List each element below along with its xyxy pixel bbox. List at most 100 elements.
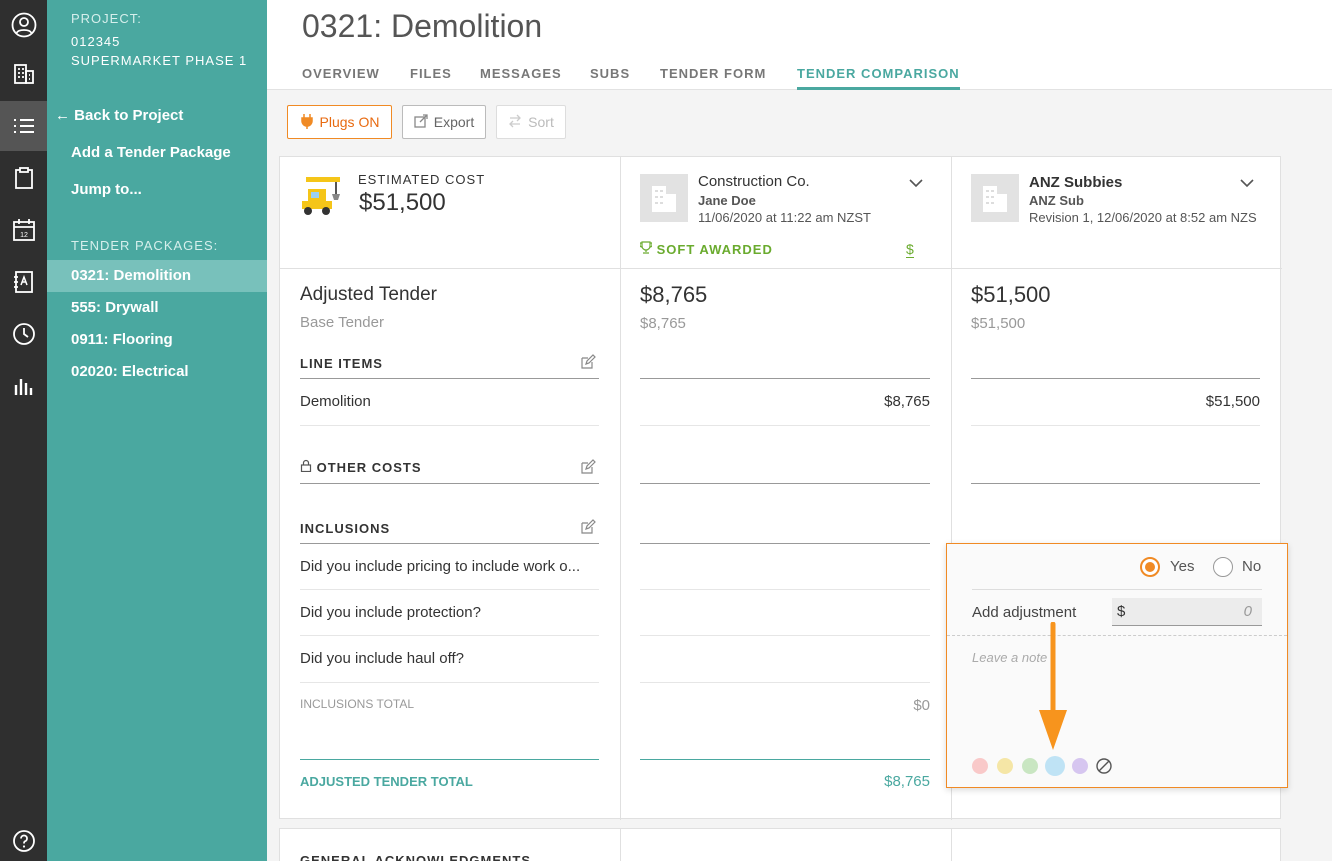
adjustment-popover: Yes No Add adjustment $ 0 Leave a note xyxy=(946,543,1288,788)
sub-submitted-date: 11/06/2020 at 11:22 am NZST xyxy=(698,210,871,225)
yes-label: Yes xyxy=(1170,558,1195,575)
export-label: Export xyxy=(433,114,475,130)
calendar-icon[interactable]: 12 xyxy=(0,205,47,255)
sidebar-item-electrical[interactable]: 02020: Electrical xyxy=(71,363,189,380)
export-icon xyxy=(414,113,428,131)
inclusion-question-2: Did you include protection? xyxy=(300,604,481,621)
line-items-heading: LINE ITEMS xyxy=(300,356,383,371)
line-item-demolition-label: Demolition xyxy=(300,393,371,410)
project-code: 012345 xyxy=(71,34,121,49)
plug-icon xyxy=(300,113,314,132)
back-to-project-label: Back to Project xyxy=(74,107,184,124)
list-icon[interactable] xyxy=(0,101,47,151)
help-icon[interactable] xyxy=(0,816,47,861)
edit-icon[interactable] xyxy=(580,354,596,375)
edit-icon[interactable] xyxy=(580,519,596,540)
building-icon[interactable] xyxy=(0,49,47,99)
company-avatar xyxy=(640,174,688,222)
bar-chart-icon[interactable] xyxy=(0,361,47,411)
contacts-icon[interactable] xyxy=(0,257,47,307)
clipboard-icon[interactable] xyxy=(0,153,47,203)
sub-contact-name: Jane Doe xyxy=(698,193,756,208)
main-content: 0321: Demolition OVERVIEW FILES MESSAGES… xyxy=(267,0,1332,861)
inclusion-question-3: Did you include haul off? xyxy=(300,650,465,667)
sidebar-item-drywall[interactable]: 555: Drywall xyxy=(71,299,159,316)
calendar-day: 12 xyxy=(20,232,28,239)
project-sidebar: PROJECT: 012345 SUPERMARKET PHASE 1 ← Ba… xyxy=(47,0,267,861)
other-costs-label: OTHER COSTS xyxy=(316,460,422,475)
color-swatch-purple[interactable] xyxy=(1072,758,1088,774)
sub-submitted-date: Revision 1, 12/06/2020 at 8:52 am NZS xyxy=(1029,210,1257,225)
chevron-down-icon[interactable] xyxy=(909,175,923,193)
sub1-adjusted-total: $8,765 xyxy=(884,773,930,790)
sub1-adjusted-tender: $8,765 xyxy=(640,282,708,307)
adjustment-placeholder: 0 xyxy=(1243,603,1252,620)
arrow-left-icon: ← xyxy=(55,107,70,124)
sub1-inclusions-total: $0 xyxy=(913,697,930,714)
adjusted-tender-label: Adjusted Tender xyxy=(300,284,437,305)
color-swatch-red[interactable] xyxy=(972,758,988,774)
other-costs-heading: OTHER COSTS xyxy=(300,459,422,475)
export-button[interactable]: Export xyxy=(402,105,486,139)
annotation-arrow-icon xyxy=(1036,621,1070,757)
tab-messages[interactable]: MESSAGES xyxy=(480,66,562,81)
project-label: PROJECT: xyxy=(71,11,142,26)
base-tender-label: Base Tender xyxy=(300,314,384,331)
tab-tender-form[interactable]: TENDER FORM xyxy=(660,66,767,81)
sort-button[interactable]: Sort xyxy=(496,105,566,139)
building-placeholder-icon xyxy=(652,186,676,212)
page-header: 0321: Demolition OVERVIEW FILES MESSAGES… xyxy=(267,0,1332,90)
estimated-cost-label: ESTIMATED COST xyxy=(358,172,486,187)
inclusions-total-label: INCLUSIONS TOTAL xyxy=(300,697,415,711)
inclusions-heading: INCLUSIONS xyxy=(300,521,391,536)
soft-awarded-label: SOFT AWARDED xyxy=(656,242,773,257)
tab-tender-comparison[interactable]: TENDER COMPARISON xyxy=(797,66,960,90)
sub-contact-name: ANZ Sub xyxy=(1029,193,1084,208)
yes-radio[interactable] xyxy=(1140,557,1160,577)
tender-packages-label: TENDER PACKAGES: xyxy=(71,238,219,253)
back-to-project-link[interactable]: ← Back to Project xyxy=(55,107,183,124)
tab-overview[interactable]: OVERVIEW xyxy=(302,66,380,81)
page-title: 0321: Demolition xyxy=(302,8,543,44)
estimated-cost-value: $51,500 xyxy=(359,189,446,216)
adjustment-amount-input[interactable]: $ 0 xyxy=(1112,598,1262,626)
sub2-adjusted-tender: $51,500 xyxy=(971,282,1051,307)
plugs-toggle-button[interactable]: Plugs ON xyxy=(287,105,392,139)
adjusted-total-label: ADJUSTED TENDER TOTAL xyxy=(300,774,473,789)
user-icon[interactable] xyxy=(0,0,47,50)
chevron-down-icon[interactable] xyxy=(1240,175,1254,193)
sidebar-item-flooring[interactable]: 0911: Flooring xyxy=(71,331,173,348)
plugs-label: Plugs ON xyxy=(319,114,380,130)
excavator-icon xyxy=(298,173,350,224)
tab-subs[interactable]: SUBS xyxy=(590,66,631,81)
add-tender-package-link[interactable]: Add a Tender Package xyxy=(71,144,231,161)
sub-company-name: Construction Co. xyxy=(698,173,810,190)
soft-awarded-status: SOFT AWARDED xyxy=(639,241,773,257)
trophy-icon xyxy=(639,241,657,257)
sub2-base-tender: $51,500 xyxy=(971,315,1026,332)
tab-files[interactable]: FILES xyxy=(410,66,452,81)
no-color-icon[interactable] xyxy=(1095,757,1113,780)
jump-to-link[interactable]: Jump to... xyxy=(71,181,142,198)
general-acknowledgments-card: GENERAL ACKNOWLEDGMENTS xyxy=(279,828,1281,861)
sort-label: Sort xyxy=(528,114,554,130)
project-name: SUPERMARKET PHASE 1 xyxy=(71,53,248,68)
building-placeholder-icon xyxy=(983,186,1007,212)
sidebar-item-demolition[interactable]: 0321: Demolition xyxy=(47,260,267,292)
icon-rail: 12 xyxy=(0,0,47,861)
sub2-demolition-value[interactable]: $51,500 xyxy=(1205,393,1260,410)
color-swatch-blue[interactable] xyxy=(1045,756,1065,776)
sub1-demolition-value[interactable]: $8,765 xyxy=(884,393,930,410)
edit-icon[interactable] xyxy=(580,459,596,480)
no-radio[interactable] xyxy=(1213,557,1233,577)
award-dollar-icon[interactable]: $ xyxy=(906,241,914,258)
inclusion-question-1: Did you include pricing to include work … xyxy=(300,558,581,575)
general-acknowledgments-heading: GENERAL ACKNOWLEDGMENTS xyxy=(300,853,531,861)
note-textarea[interactable]: Leave a note xyxy=(972,650,1048,665)
clock-icon[interactable] xyxy=(0,309,47,359)
sub1-base-tender: $8,765 xyxy=(640,315,686,332)
lock-icon xyxy=(300,459,317,475)
color-swatch-green[interactable] xyxy=(1022,758,1038,774)
color-swatch-yellow[interactable] xyxy=(997,758,1013,774)
sort-icon xyxy=(508,114,522,131)
